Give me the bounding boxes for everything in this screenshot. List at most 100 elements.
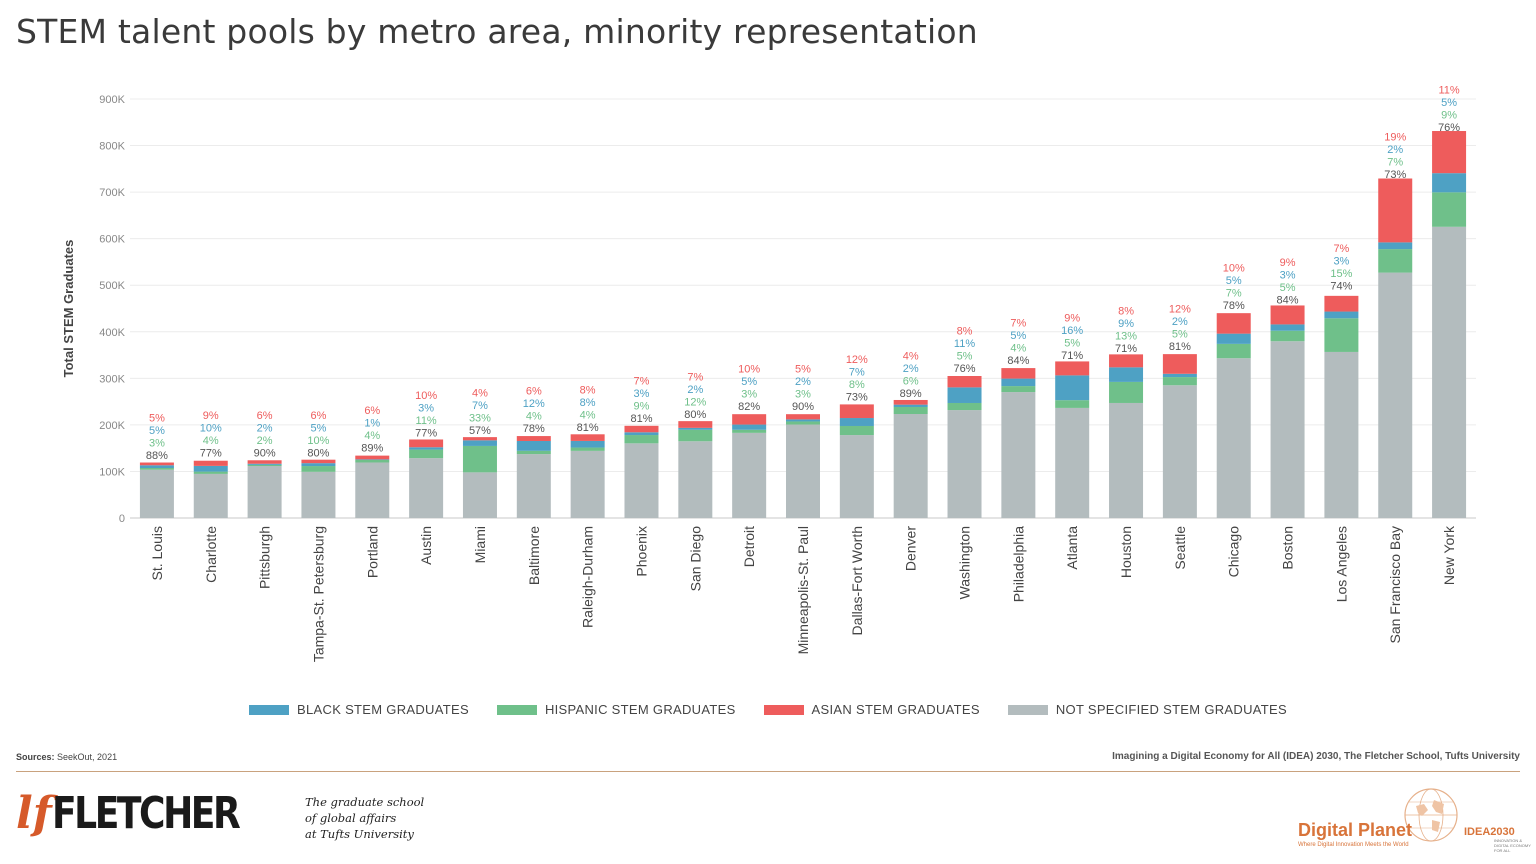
pct-label-asian: 8% — [1118, 305, 1134, 317]
pct-label-black: 2% — [257, 422, 273, 434]
pct-label-black: 5% — [149, 425, 165, 437]
x-tick-label: Phoenix — [633, 526, 649, 577]
x-tick-label: Seattle — [1172, 526, 1188, 570]
bar-segment-black — [839, 418, 874, 426]
pct-label-black: 3% — [1280, 270, 1296, 282]
idea-2030-logo: IDEA2030 — [1464, 826, 1515, 838]
bar-segment-black — [624, 432, 659, 436]
bar-segment-hispanic — [678, 429, 713, 442]
bar-segment-not-specified — [355, 462, 390, 518]
pct-label-hispanic: 15% — [1330, 268, 1352, 280]
bar-segment-asian — [301, 459, 336, 464]
x-tick-label: Washington — [957, 526, 973, 599]
y-tick-label: 800K — [99, 141, 125, 153]
x-tick-label: Raleigh-Durham — [580, 526, 596, 628]
pct-label-black: 8% — [580, 397, 596, 409]
pct-label-not-specified: 57% — [469, 425, 491, 437]
bar-segment-black — [1055, 375, 1090, 401]
pct-label-not-specified: 76% — [1438, 122, 1460, 134]
pct-label-hispanic: 3% — [795, 389, 811, 401]
bar-segment-not-specified — [570, 450, 605, 518]
bar-segment-black — [786, 419, 820, 422]
stacked-bar-chart: 0 100K 200K 300K 400K 500K 600K 700K 800K 900K Tot… — [61, 84, 1476, 662]
pct-label-black: 10% — [200, 423, 222, 435]
y-tick-label: 0 — [119, 513, 125, 525]
legend-swatch-not-specified — [1007, 704, 1048, 715]
pct-label-black: 12% — [523, 398, 545, 410]
pct-label-black: 5% — [310, 422, 326, 434]
legend-swatch-hispanic — [496, 704, 537, 715]
bar-segment-not-specified — [462, 472, 497, 518]
pct-label-hispanic: 3% — [741, 389, 757, 401]
pct-label-not-specified: 74% — [1330, 281, 1352, 293]
pct-label-hispanic: 10% — [307, 435, 329, 447]
pct-label-black: 2% — [1387, 144, 1403, 156]
x-tick-label: Tampa-St. Petersburg — [310, 526, 326, 662]
x-tick-label: Dallas-Fort Worth — [849, 526, 865, 635]
pct-label-asian: 6% — [526, 386, 542, 398]
sources-note: Sources: SeekOut, 2021 — [16, 752, 117, 762]
bar-segment-black — [1270, 324, 1305, 331]
pct-label-not-specified: 90% — [792, 401, 814, 413]
bar-segment-hispanic — [1055, 400, 1090, 408]
y-tick-label: 600K — [99, 234, 125, 246]
digital-planet-name: Digital Planet — [1298, 820, 1413, 840]
bar-segment-asian — [786, 414, 820, 420]
pct-label-hispanic: 4% — [203, 435, 219, 447]
pct-label-asian: 5% — [795, 364, 811, 376]
bar-segment-black — [409, 447, 444, 450]
y-tick-label: 200K — [99, 420, 125, 432]
bar-segment-asian — [193, 460, 228, 466]
bar-segment-hispanic — [355, 459, 390, 463]
legend-item-asian: ASIAN STEM GRADUATES — [763, 702, 980, 717]
bar-segment-asian — [355, 455, 390, 460]
x-tick-label: Boston — [1280, 526, 1296, 570]
globe-icon — [1404, 788, 1458, 842]
bar-segment-not-specified — [624, 443, 659, 518]
x-tick-label: Austin — [418, 526, 434, 565]
pct-label-asian: 7% — [1333, 243, 1349, 255]
pct-label-asian: 10% — [1223, 263, 1245, 275]
x-tick-label: Detroit — [741, 526, 757, 567]
bar-segment-black — [355, 459, 390, 460]
bar-segment-black — [516, 440, 551, 451]
x-tick-label: Minneapolis-St. Paul — [795, 526, 811, 654]
pct-label-hispanic: 8% — [849, 379, 865, 391]
pct-label-black: 2% — [1172, 316, 1188, 328]
bar-segment-not-specified — [516, 454, 551, 518]
bar-segment-black — [678, 427, 713, 430]
pct-label-hispanic: 5% — [1280, 282, 1296, 294]
y-tick-label: 300K — [99, 373, 125, 385]
pct-label-black: 11% — [954, 338, 975, 350]
pct-label-not-specified: 80% — [307, 447, 329, 459]
bar-segment-not-specified — [947, 410, 982, 518]
bar-segment-hispanic — [193, 471, 228, 474]
bar-segment-asian — [624, 425, 659, 433]
pct-label-hispanic: 7% — [1226, 288, 1242, 300]
bar-segment-hispanic — [139, 468, 174, 470]
pct-label-not-specified: 77% — [200, 448, 222, 460]
pct-label-hispanic: 13% — [1115, 330, 1137, 342]
pct-label-not-specified: 82% — [738, 401, 760, 413]
pct-label-hispanic: 11% — [416, 415, 437, 427]
bar-segment-hispanic — [732, 429, 767, 433]
pct-label-not-specified: 88% — [146, 450, 168, 462]
bar-segment-hispanic — [947, 402, 982, 411]
bar-segment-not-specified — [1001, 392, 1036, 518]
idea-logo-subtitle: INNOVATION & DIGITAL ECONOMY FOR ALL — [1494, 838, 1531, 853]
pct-label-black: 3% — [634, 388, 650, 400]
pct-label-not-specified: 73% — [1384, 169, 1406, 181]
pct-label-hispanic: 4% — [1010, 343, 1026, 355]
pct-label-not-specified: 77% — [415, 427, 437, 439]
sources-text: SeekOut, 2021 — [57, 752, 118, 762]
bar-segment-black — [1216, 333, 1251, 344]
bar-segment-asian — [1378, 178, 1413, 243]
y-tick-label: 500K — [99, 280, 125, 292]
pct-label-hispanic: 5% — [957, 351, 973, 363]
pct-label-hispanic: 4% — [580, 410, 596, 422]
bar-segment-hispanic — [1216, 343, 1251, 359]
pct-label-asian: 7% — [1010, 318, 1026, 330]
credit-line: Imagining a Digital Economy for All (IDE… — [1112, 751, 1520, 762]
bar-segment-hispanic — [624, 435, 659, 444]
bar-segment-not-specified — [1270, 341, 1305, 518]
